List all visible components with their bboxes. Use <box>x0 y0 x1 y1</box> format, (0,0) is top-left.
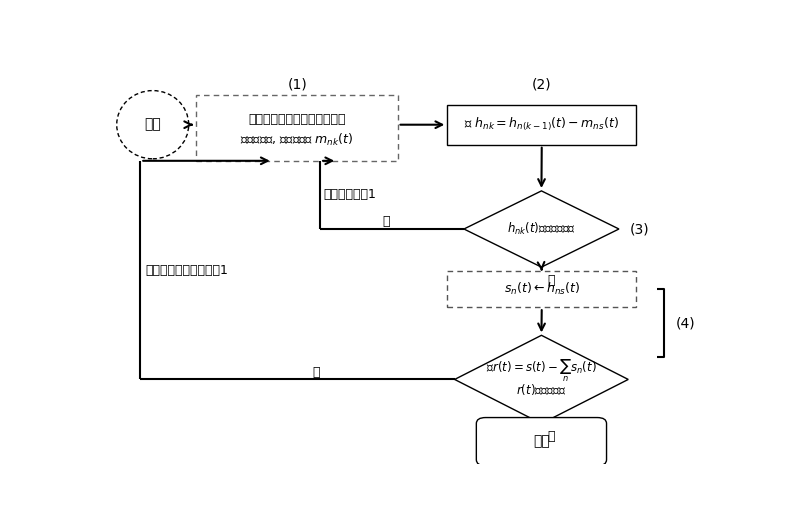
Text: $s_n(t)\leftarrow h_{ns}(t)$: $s_n(t)\leftarrow h_{ns}(t)$ <box>503 281 580 297</box>
Text: $h_{nk}(t)$满足给定条件: $h_{nk}(t)$满足给定条件 <box>507 221 576 237</box>
Polygon shape <box>454 336 628 424</box>
Polygon shape <box>464 191 619 267</box>
FancyBboxPatch shape <box>476 417 606 466</box>
Text: 和极小値点, 拟合平均値 $m_{nk}(t)$: 和极小値点, 拟合平均値 $m_{nk}(t)$ <box>240 132 354 147</box>
Text: 筛选次数增加1: 筛选次数增加1 <box>323 189 376 202</box>
Text: (3): (3) <box>630 222 650 236</box>
Text: 提取输入信号的局部极大値点: 提取输入信号的局部极大値点 <box>248 113 346 126</box>
Text: $r(t)$单调或很小: $r(t)$单调或很小 <box>516 382 566 397</box>
Text: 结束: 结束 <box>533 435 550 449</box>
Bar <box>447 105 636 145</box>
Ellipse shape <box>117 91 189 159</box>
Bar <box>447 271 636 307</box>
Text: (1): (1) <box>287 78 307 92</box>
Text: 是: 是 <box>547 275 554 288</box>
Text: 否: 否 <box>382 215 390 228</box>
Text: 否: 否 <box>312 366 320 379</box>
Text: (4): (4) <box>675 316 695 330</box>
Text: 是: 是 <box>547 430 554 443</box>
Bar <box>196 95 398 161</box>
Text: 令$r(t)=s(t)-\sum_n s_n(t)$: 令$r(t)=s(t)-\sum_n s_n(t)$ <box>486 357 597 383</box>
Text: (2): (2) <box>532 78 551 92</box>
Text: 令 $h_{nk}=h_{n(k-1)}(t)-m_{ns}(t)$: 令 $h_{nk}=h_{n(k-1)}(t)-m_{ns}(t)$ <box>464 116 619 133</box>
Text: 开始: 开始 <box>144 118 161 132</box>
Text: 内蝏模式函数级数增加1: 内蝏模式函数级数增加1 <box>146 264 228 277</box>
